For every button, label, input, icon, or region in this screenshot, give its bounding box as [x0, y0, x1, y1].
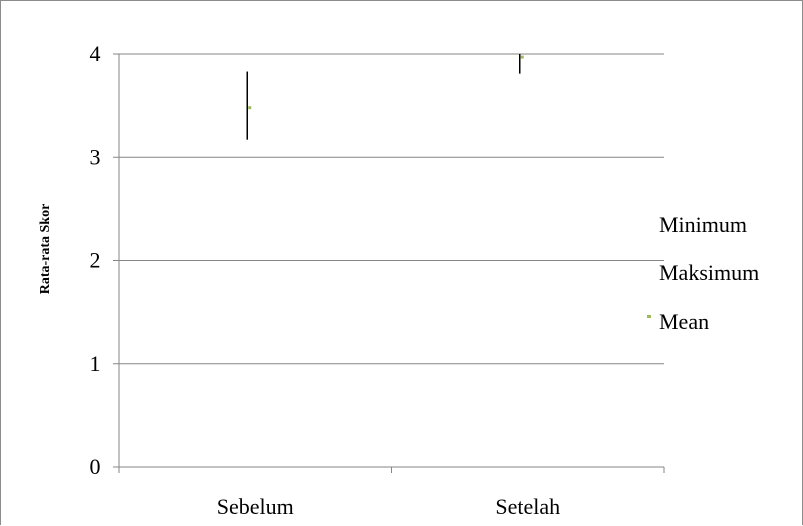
- legend-label: Maksimum: [659, 260, 759, 285]
- x-tick-label: Setelah: [495, 494, 560, 519]
- gridlines: [119, 53, 664, 365]
- hi-lo-lines: [246, 54, 521, 140]
- x-tick-label: Sebelum: [217, 494, 294, 519]
- y-axis-title: Rata-rata Skor: [38, 204, 53, 295]
- legend-marker: [647, 315, 651, 318]
- y-tick-label: 2: [90, 248, 101, 273]
- mean-marker: [248, 106, 252, 110]
- axes: [113, 53, 665, 473]
- y-tick-label: 0: [90, 454, 101, 479]
- legend-label: Mean: [659, 309, 709, 334]
- legend: Minimum Maksimum Mean: [647, 212, 759, 334]
- mean-marker: [520, 55, 524, 59]
- y-tick-label: 4: [90, 41, 101, 66]
- y-tick-label: 3: [90, 144, 101, 169]
- tick-labels: 0 1 2 3 4 Sebelum Setelah: [90, 41, 561, 519]
- y-tick-label: 1: [90, 351, 101, 376]
- legend-label: Minimum: [659, 212, 747, 237]
- mean-markers: [248, 55, 524, 110]
